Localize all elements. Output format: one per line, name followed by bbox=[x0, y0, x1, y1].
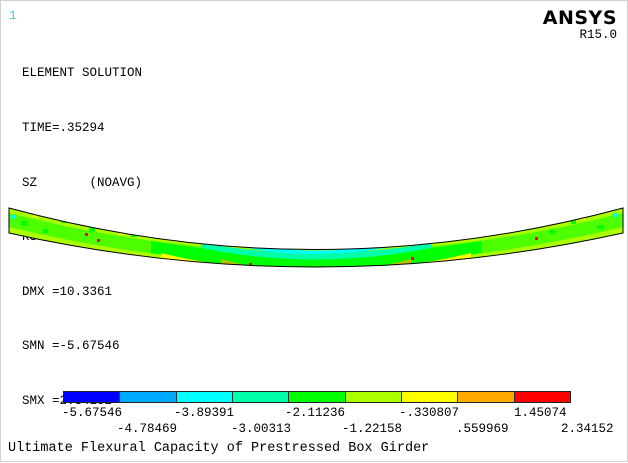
legend-top-label: -5.67546 bbox=[62, 406, 123, 420]
legend-top-label: -2.11236 bbox=[285, 406, 346, 420]
legend-top-label: -.330807 bbox=[399, 406, 460, 420]
legend-color-swatch bbox=[458, 392, 515, 402]
legend-color-swatch bbox=[401, 392, 459, 402]
legend-color-swatch bbox=[514, 392, 570, 402]
legend-color-swatch bbox=[120, 392, 177, 402]
legend-color-swatch bbox=[64, 392, 121, 402]
legend-color-swatch bbox=[176, 392, 233, 402]
legend-color-swatch bbox=[345, 392, 402, 402]
viewport-number: 1 bbox=[9, 8, 17, 23]
legend-top-label: 1.45074 bbox=[514, 406, 567, 420]
solution-item: SZ (NOAVG) bbox=[22, 175, 143, 190]
legend-color-swatch bbox=[232, 392, 290, 402]
logo-name: ANSYS bbox=[542, 7, 617, 29]
solution-time: TIME=.35294 bbox=[22, 121, 105, 135]
solution-title: ELEMENT SOLUTION bbox=[22, 66, 143, 81]
legend-bottom-label: -4.78469 bbox=[117, 422, 178, 436]
legend-top-label: -3.89391 bbox=[174, 406, 235, 420]
legend-color-swatch bbox=[289, 392, 346, 402]
legend-bottom-label: 2.34152 bbox=[561, 422, 614, 436]
legend-bottom-label: -3.00313 bbox=[231, 422, 292, 436]
legend-bottom-label: -1.22158 bbox=[342, 422, 403, 436]
solution-smn: SMN =-5.67546 bbox=[22, 339, 120, 354]
plot-caption: Ultimate Flexural Capacity of Prestresse… bbox=[8, 441, 430, 456]
legend-bottom-label: .559969 bbox=[456, 422, 509, 436]
contour-legend-bar bbox=[63, 391, 571, 403]
ansys-logo: ANSYS R15.0 bbox=[543, 8, 617, 42]
logo-release: R15.0 bbox=[579, 28, 617, 42]
solution-dmx: DMX =10.3361 bbox=[22, 284, 113, 299]
